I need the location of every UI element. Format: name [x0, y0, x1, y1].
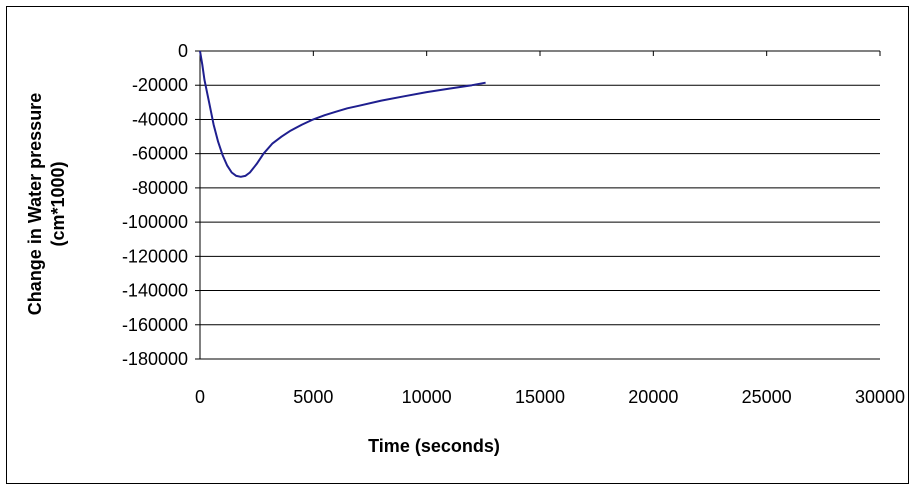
x-axis-title: Time (seconds): [368, 436, 500, 456]
series-layer: [199, 50, 486, 178]
y-tick-label-7: -140000: [122, 281, 188, 301]
plot-grid: [200, 50, 880, 360]
y-tick-label-9: -180000: [122, 349, 188, 369]
x-tick-label-0: 0: [195, 387, 205, 407]
x-tick-label-6: 30000: [855, 387, 905, 407]
line-chart: 0 -20000 -40000 -60000 -80000 -100000 -120000 -…: [25, 41, 905, 456]
plot-axes: [195, 50, 881, 360]
x-tick-label-2: 10000: [402, 387, 452, 407]
y-tick-label-2: -40000: [132, 109, 188, 129]
y-tick-label-6: -120000: [122, 246, 188, 266]
chart-area: 0 -20000 -40000 -60000 -80000 -100000 -120000 -…: [6, 6, 909, 484]
x-tick-label-4: 20000: [628, 387, 678, 407]
y-tick-label-3: -60000: [132, 144, 188, 164]
y-tick-label-0: 0: [178, 41, 188, 61]
y-tick-label-8: -160000: [122, 315, 188, 335]
y-axis-title-line-2: (cm*1000): [48, 161, 68, 246]
x-tick-label-5: 25000: [742, 387, 792, 407]
y-axis-title-line-1: Change in Water pressure: [25, 93, 45, 315]
x-tick-label-1: 5000: [293, 387, 333, 407]
y-tick-label-4: -80000: [132, 178, 188, 198]
series-line-0: [199, 50, 486, 178]
x-tick-label-3: 15000: [515, 387, 565, 407]
x-tick-labels: 0 5000 10000 15000 20000 25000 30000: [195, 387, 905, 407]
y-tick-label-5: -100000: [122, 212, 188, 232]
y-tick-labels: 0 -20000 -40000 -60000 -80000 -100000 -120000 -…: [122, 41, 188, 369]
y-tick-label-1: -20000: [132, 75, 188, 95]
